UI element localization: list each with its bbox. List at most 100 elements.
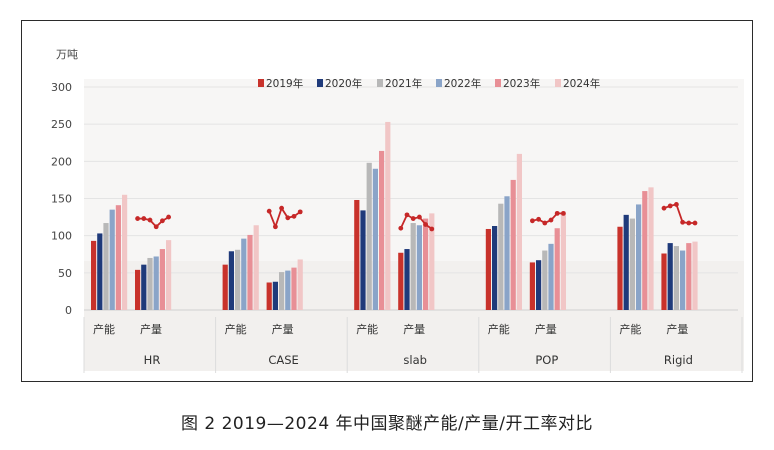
operating-rate-point (410, 216, 416, 221)
bar (103, 223, 109, 310)
bar (241, 238, 247, 310)
bar (272, 281, 278, 310)
operating-rate-point (530, 218, 535, 224)
bar (542, 250, 548, 310)
operating-rate-point (147, 217, 153, 223)
bar (498, 203, 504, 310)
legend-swatch (555, 79, 561, 87)
bar (115, 205, 121, 310)
operating-rate-point (680, 219, 685, 225)
bar (404, 249, 410, 310)
y-tick-label: 300 (51, 81, 72, 94)
bar (291, 267, 297, 310)
operating-rate-point (429, 226, 435, 232)
x-group-label: Rigid (664, 353, 693, 367)
operating-rate-point (266, 208, 272, 214)
x-subcategory-label: 产量 (535, 322, 557, 336)
x-subcategory-label: 产量 (140, 322, 162, 336)
bar (617, 226, 623, 310)
bar (536, 260, 542, 310)
bar (636, 204, 642, 310)
legend-label: 2023年 (503, 77, 540, 90)
bar (416, 225, 422, 310)
bar (485, 228, 491, 310)
bar (97, 233, 103, 310)
bar (91, 240, 97, 310)
bar (147, 257, 153, 310)
x-subcategory-label: 产能 (619, 322, 641, 336)
legend-label: 2022年 (444, 77, 481, 90)
x-subcategory-label: 产量 (403, 322, 425, 336)
operating-rate-point (135, 216, 140, 221)
bar (504, 196, 510, 310)
operating-rate-point (160, 218, 165, 224)
operating-rate-point (291, 213, 297, 219)
bar (366, 162, 372, 310)
y-axis-label: 万吨 (56, 48, 78, 61)
operating-rate-point (686, 220, 692, 226)
legend-swatch (317, 79, 323, 87)
bar (410, 223, 416, 310)
operating-rate-point (404, 212, 410, 218)
operating-rate-point (561, 210, 566, 216)
bar (279, 272, 285, 310)
figure-caption: 图 2 2019—2024 年中国聚醚产能/产量/开工率对比 (180, 414, 593, 434)
operating-rate-point (398, 225, 404, 231)
operating-rate-point (423, 222, 428, 227)
bar (661, 253, 667, 310)
x-subcategory-label: 产能 (488, 322, 510, 336)
bar (516, 153, 522, 310)
x-group-label: CASE (268, 353, 298, 367)
bar (228, 251, 234, 310)
bar (109, 209, 115, 310)
bar (648, 187, 654, 310)
legend-swatch (377, 79, 383, 87)
bar (510, 179, 516, 310)
bar (623, 214, 629, 310)
x-group-label: slab (403, 353, 427, 367)
operating-rate-point (692, 220, 698, 226)
bar (135, 269, 141, 310)
x-subcategory-label: 产能 (225, 322, 247, 336)
bar (122, 194, 128, 310)
operating-rate-point (141, 216, 147, 221)
bar (372, 168, 378, 310)
bar (285, 270, 291, 310)
operating-rate-point (554, 210, 560, 216)
operating-rate-point (661, 205, 667, 211)
x-group-label: POP (535, 353, 558, 367)
operating-rate-point (166, 214, 172, 220)
y-tick-label: 0 (65, 304, 72, 317)
operating-rate-point (548, 217, 554, 223)
bar (548, 243, 554, 310)
y-tick-label: 100 (51, 230, 72, 243)
operating-rate-point (279, 205, 284, 211)
operating-rate-point (417, 214, 422, 220)
operating-rate-point (674, 202, 679, 207)
bar (166, 240, 172, 310)
bar (423, 218, 429, 310)
legend-label: 2024年 (563, 77, 600, 90)
operating-rate-point (153, 224, 159, 230)
bar (153, 256, 159, 310)
bar (673, 246, 679, 310)
bar (680, 250, 686, 310)
operating-rate-point (273, 224, 278, 230)
operating-rate-point (536, 216, 541, 222)
bar (222, 264, 228, 310)
y-tick-label: 150 (51, 193, 72, 206)
bar (667, 243, 673, 310)
x-subcategory-label: 产能 (356, 322, 378, 336)
bar (554, 228, 560, 310)
bar (253, 225, 259, 310)
x-subcategory-label: 产量 (272, 322, 294, 336)
bar (492, 226, 498, 310)
bar (141, 264, 147, 310)
bar (429, 213, 435, 310)
chart-frame: 0 50 100 150 200 250 300 万吨 产能 产量 HR 产能 产量 CASE 产能 产量 sl… (21, 20, 753, 382)
legend-label: 2019年 (266, 77, 303, 90)
bar (235, 249, 241, 310)
bar (398, 252, 404, 310)
bar (354, 199, 360, 310)
